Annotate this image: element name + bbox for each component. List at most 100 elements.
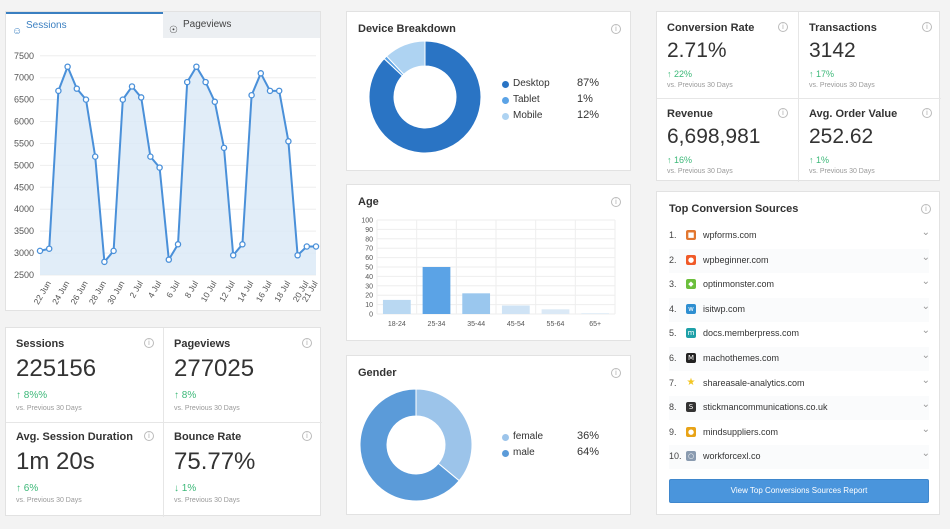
data-point[interactable]	[174, 241, 182, 248]
chevron-down-icon[interactable]: ⌄	[921, 374, 930, 386]
donut-slice-desktop[interactable]	[368, 40, 482, 154]
age-bar-18-24[interactable]	[382, 299, 411, 314]
info-icon[interactable]: i	[144, 431, 154, 441]
y-tick-label: 80	[365, 236, 373, 243]
data-point[interactable]	[165, 256, 173, 263]
source-row[interactable]: 9. ● mindsuppliers.com ⌄	[669, 421, 930, 445]
globe-icon: ○	[686, 451, 696, 462]
data-point[interactable]	[55, 87, 62, 95]
metric-change: ↑ 22%	[667, 69, 693, 79]
metric-label: Revenue	[667, 108, 713, 120]
source-domain-link[interactable]: workforcexl.co	[703, 451, 761, 462]
view-report-button[interactable]: View Top Conversions Sources Report	[669, 479, 929, 503]
data-point[interactable]	[220, 144, 228, 152]
chevron-down-icon[interactable]: ⌄	[921, 448, 930, 460]
source-domain-link[interactable]: machothemes.com	[703, 353, 780, 363]
info-icon[interactable]: i	[778, 108, 788, 118]
info-icon[interactable]: i	[302, 338, 312, 348]
age-bar-25-34[interactable]	[422, 267, 451, 314]
data-point[interactable]	[91, 153, 99, 160]
source-domain-link[interactable]: docs.memberpress.com	[703, 328, 800, 339]
source-row[interactable]: 1. ■ wpforms.com ⌄	[669, 224, 930, 248]
y-tick-label: 6000	[14, 117, 34, 127]
donut-slice-female[interactable]	[415, 388, 473, 482]
donut-slice-mobile[interactable]	[385, 40, 426, 76]
data-point[interactable]	[257, 70, 265, 77]
data-point[interactable]	[229, 252, 237, 259]
age-bar-55-64[interactable]	[541, 309, 570, 314]
info-icon[interactable]: i	[611, 24, 621, 34]
data-point[interactable]	[266, 87, 274, 95]
data-point[interactable]	[119, 96, 127, 103]
chevron-down-icon[interactable]: ⌄	[921, 423, 930, 435]
data-point[interactable]	[285, 138, 292, 145]
x-tick-label: 35-44	[467, 321, 485, 328]
metric-comparison: vs. Previous 30 Days	[16, 405, 82, 412]
data-point[interactable]	[202, 78, 209, 86]
info-icon[interactable]: i	[302, 431, 312, 441]
data-point[interactable]	[137, 94, 145, 101]
source-row[interactable]: 10. ○ workforcexl.co ⌄	[669, 445, 930, 470]
age-bar-35-44[interactable]	[462, 293, 491, 314]
data-point[interactable]	[239, 241, 246, 248]
data-point[interactable]	[64, 63, 71, 70]
metric-change: ↑ 16%	[667, 155, 693, 165]
data-point[interactable]	[294, 252, 301, 259]
data-point[interactable]	[303, 243, 311, 250]
source-row[interactable]: 4. w isitwp.com ⌄	[669, 297, 930, 322]
source-domain-link[interactable]: stickmancommunications.co.uk	[703, 402, 828, 413]
tab-sessions[interactable]: ☺ Sessions	[6, 12, 163, 38]
source-domain-link[interactable]: isitwp.com	[703, 303, 746, 314]
metric-label: Pageviews	[174, 338, 231, 350]
data-point[interactable]	[156, 164, 163, 171]
info-icon[interactable]: i	[921, 204, 931, 214]
source-domain-link[interactable]: wpforms.com	[703, 230, 757, 240]
source-domain-link[interactable]: mindsuppliers.com	[703, 426, 779, 437]
source-row[interactable]: 5. m docs.memberpress.com ⌄	[669, 322, 930, 346]
data-point[interactable]	[275, 87, 283, 95]
chevron-down-icon[interactable]: ⌄	[921, 251, 930, 263]
metric-comparison: vs. Previous 30 Days	[174, 405, 240, 412]
source-domain-link[interactable]: optinmonster.com	[703, 279, 775, 290]
info-icon[interactable]: i	[922, 108, 932, 118]
data-point[interactable]	[73, 85, 81, 92]
data-point[interactable]	[211, 98, 219, 106]
chevron-down-icon[interactable]: ⌄	[921, 300, 930, 312]
data-point[interactable]	[128, 83, 136, 90]
info-icon[interactable]: i	[611, 197, 621, 207]
age-bar-65+[interactable]	[581, 313, 610, 314]
y-tick-label: 50	[365, 265, 373, 272]
data-point[interactable]	[183, 78, 191, 86]
donut-slice-male[interactable]	[359, 388, 460, 502]
data-point[interactable]	[147, 153, 154, 160]
chevron-down-icon[interactable]: ⌄	[921, 350, 930, 361]
data-point[interactable]	[193, 63, 200, 70]
chevron-down-icon[interactable]: ⌄	[921, 276, 930, 288]
source-domain-link[interactable]: shareasale-analytics.com	[703, 377, 805, 388]
data-point[interactable]	[101, 258, 108, 266]
tab-pageviews[interactable]: ☉ Pageviews	[163, 12, 320, 38]
chevron-down-icon[interactable]: ⌄	[921, 399, 930, 411]
data-point[interactable]	[110, 247, 117, 255]
age-bar-45-54[interactable]	[501, 305, 530, 314]
info-icon[interactable]: i	[144, 338, 154, 348]
chevron-down-icon[interactable]: ⌄	[921, 227, 930, 238]
source-rank: 7.	[669, 377, 677, 388]
source-row[interactable]: 3. ◆ optinmonster.com ⌄	[669, 273, 930, 297]
arrow-up-icon: ↑	[174, 390, 179, 401]
source-row[interactable]: 7. ★ shareasale-analytics.com ⌄	[669, 372, 930, 396]
info-icon[interactable]: i	[778, 22, 788, 32]
data-point[interactable]	[312, 243, 320, 250]
info-icon[interactable]: i	[922, 22, 932, 32]
info-icon[interactable]: i	[611, 368, 621, 378]
data-point[interactable]	[36, 247, 44, 255]
source-domain-link[interactable]: wpbeginner.com	[703, 254, 769, 265]
data-point[interactable]	[248, 91, 255, 99]
data-point[interactable]	[82, 96, 90, 103]
source-rank: 10.	[669, 451, 682, 462]
chevron-down-icon[interactable]: ⌄	[921, 325, 930, 337]
data-point[interactable]	[45, 245, 53, 252]
source-row[interactable]: 2. ● wpbeginner.com ⌄	[669, 248, 930, 273]
